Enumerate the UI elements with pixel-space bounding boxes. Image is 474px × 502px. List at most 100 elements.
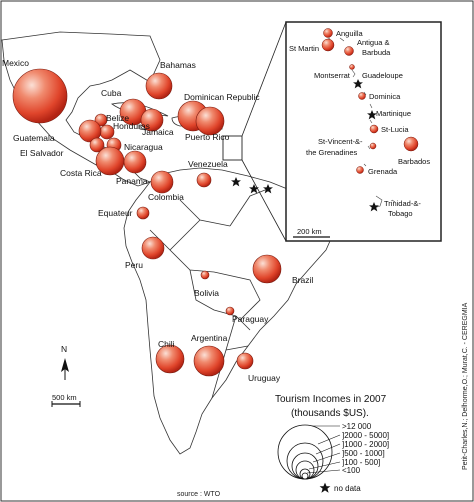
- legend-title-line2: (thousands $US).: [291, 408, 369, 419]
- caribbean-inset: [285, 21, 442, 242]
- label-st-lucia: St-Lucia: [381, 125, 409, 134]
- label-cuba: Cuba: [101, 88, 122, 98]
- bubble-belize: [94, 113, 108, 127]
- label-bolivia: Bolivia: [194, 288, 219, 298]
- label-venezuela: Venezuela: [188, 159, 228, 169]
- bubble-panama: [123, 150, 147, 174]
- label-honduras: Honduras: [113, 121, 150, 131]
- label-antigua-line1: Antigua &: [357, 38, 390, 47]
- label-equateur: Equateur: [98, 208, 133, 218]
- bubble-equateur: [136, 206, 150, 220]
- label-uruguay: Uruguay: [248, 373, 281, 383]
- label-paraguay: Paraguay: [232, 314, 269, 324]
- legend-circle-6: [301, 472, 309, 480]
- bubble-barbados: [403, 136, 419, 152]
- star-icon: [367, 110, 377, 120]
- label-grenada: Grenada: [368, 167, 398, 176]
- label-puerto-rico: Puerto Rico: [185, 132, 230, 142]
- legend-leaders: [306, 425, 341, 474]
- bubble-uruguay: [236, 352, 254, 370]
- bubble-grenada: [356, 166, 364, 174]
- bubble-peru: [141, 236, 165, 260]
- inset-connector-bottom: [241, 159, 287, 242]
- bubble-puerto-rico: [195, 106, 225, 136]
- star-icon: [249, 184, 259, 194]
- label-brazil: Brazil: [292, 275, 313, 285]
- bubble-paraguay: [225, 306, 235, 316]
- inset-locator-box: [222, 135, 243, 161]
- inset-labels: Anguilla St Martin Antigua & Barbuda Mon…: [289, 29, 430, 238]
- label-dominica: Dominica: [369, 92, 401, 101]
- label-belize: Belize: [106, 113, 129, 123]
- label-bahamas: Bahamas: [160, 60, 196, 70]
- bubble-st-lucia: [369, 124, 379, 134]
- north-arrow: N: [61, 344, 69, 380]
- legend-class-2: ]2000 - 5000]: [342, 431, 389, 440]
- credit-text: Petit-Charles,N.; Delhorme,O.; Murat,C. …: [462, 302, 469, 470]
- label-nicaragua: Nicaragua: [124, 142, 163, 152]
- label-montserrat: Montserrat: [314, 71, 351, 80]
- bubble-chili: [155, 344, 185, 374]
- source-text: source : WTO: [177, 491, 221, 498]
- inset-connector-top: [241, 21, 287, 137]
- bubble-st-vincent: [369, 142, 377, 150]
- label-jamaica: Jamaica: [142, 127, 174, 137]
- label-barbados: Barbados: [398, 157, 430, 166]
- legend-class-4: ]500 - 1000]: [342, 449, 385, 458]
- label-st-vincent-line2: the Grenadines: [306, 148, 358, 157]
- bubble-argentina: [193, 345, 225, 377]
- bubble-anguilla: [323, 28, 333, 38]
- bubble-guatemala: [78, 119, 102, 143]
- star-icon: [231, 177, 241, 187]
- inset-bubbles: [321, 28, 419, 174]
- label-martinique: Martinique: [376, 109, 411, 118]
- label-trinidad-line1: Trinidad-&-: [384, 199, 421, 208]
- label-trinidad-line2: Tobago: [388, 209, 413, 218]
- label-st-martin: St Martin: [289, 44, 319, 53]
- label-guatemala: Guatemala: [13, 133, 55, 143]
- bubble-bahamas: [145, 72, 173, 100]
- label-colombia: Colombia: [148, 192, 184, 202]
- label-costa-rica: Costa Rica: [60, 168, 102, 178]
- label-peru: Peru: [125, 260, 143, 270]
- bubble-brazil: [252, 254, 282, 284]
- star-icon: [319, 482, 331, 493]
- bubble-honduras: [99, 124, 115, 140]
- legend-title-line1: Tourism Incomes in 2007: [275, 394, 387, 405]
- legend-class-6: <100: [342, 466, 361, 475]
- main-labels: Mexico Cuba Bahamas Dominican Republic J…: [2, 58, 313, 383]
- legend-circles: [277, 424, 333, 480]
- bubble-el-salvador: [89, 137, 105, 153]
- bubble-mexico: [12, 68, 68, 124]
- legend-class-3: ]1000 - 2000]: [342, 440, 389, 449]
- north-arrow-icon: [61, 358, 69, 372]
- main-no-data-stars: [231, 177, 273, 194]
- bubble-jamaica: [140, 108, 164, 132]
- bubble-antigua-barbuda: [344, 46, 354, 56]
- legend-no-data: no data: [334, 484, 361, 493]
- north-label: N: [61, 344, 67, 354]
- star-icon: [263, 184, 273, 194]
- legend: Tourism Incomes in 2007 (thousands $US).…: [275, 394, 389, 493]
- label-chili: Chili: [158, 339, 175, 349]
- label-mexico: Mexico: [2, 58, 29, 68]
- label-guadeloupe: Guadeloupe: [362, 71, 403, 80]
- bubble-venezuela: [196, 172, 212, 188]
- star-icon: [353, 79, 363, 89]
- label-anguilla: Anguilla: [336, 29, 364, 38]
- legend-class-1: >12 000: [342, 422, 372, 431]
- inset-no-data-stars: [353, 79, 379, 212]
- star-icon: [369, 202, 379, 212]
- label-el-salvador: El Salvador: [20, 148, 64, 158]
- bubble-st-martin: [321, 38, 335, 52]
- bubble-dominica: [358, 92, 366, 100]
- bubble-montserrat: [349, 64, 355, 70]
- label-panama: Panama: [116, 176, 148, 186]
- label-dominican-republic: Dominican Republic: [184, 92, 260, 102]
- inset-scale-label: 200 km: [297, 227, 322, 236]
- main-bubbles: [12, 68, 282, 377]
- label-antigua-line2: Barbuda: [362, 48, 391, 57]
- main-scale: 500 km: [51, 393, 81, 407]
- inset-frame: [285, 21, 442, 242]
